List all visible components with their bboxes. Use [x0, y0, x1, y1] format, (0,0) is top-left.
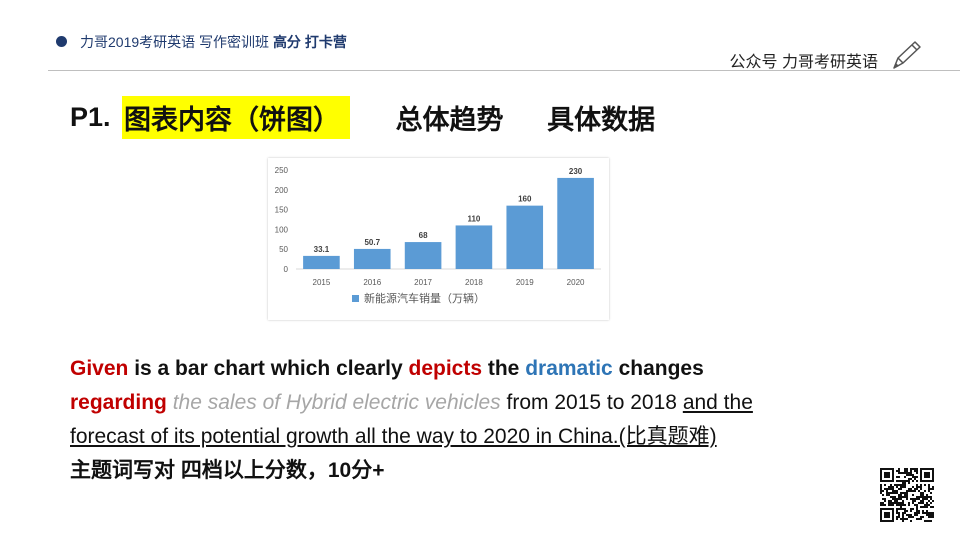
bar-2016 [353, 248, 391, 269]
x-tick-label-2015: 2015 [313, 278, 331, 287]
topic-phrase: the sales of Hybrid electric vehicles [172, 391, 501, 414]
title-specific-data: 具体数据 [547, 105, 656, 135]
data-label-2015: 33.1 [314, 245, 330, 254]
x-tick-label-2018: 2018 [465, 278, 483, 287]
y-tick-label: 250 [275, 166, 289, 175]
y-tick-label: 150 [275, 206, 289, 215]
data-label-2018: 110 [467, 214, 480, 223]
keyword-regarding: regarding [70, 391, 167, 414]
bar-2018 [455, 225, 493, 269]
text-segment: the [482, 357, 526, 380]
header: 力哥2019考研英语 写作密训班 高分 打卡营 公众号 力哥考研英语 [0, 0, 960, 72]
header-divider [48, 70, 960, 71]
underlined-segment: forecast of its potential growth all the… [70, 425, 717, 448]
data-label-2020: 230 [569, 167, 583, 176]
public-account: 公众号 力哥考研英语 [729, 54, 878, 71]
brand-title: 力哥2019考研英语 写作密训班 高分 打卡营 [80, 32, 347, 52]
text-segment: is a bar chart which clearly [128, 357, 409, 380]
description-paragraph: Given is a bar chart which clearly depic… [70, 352, 910, 488]
bar-2017 [404, 242, 442, 269]
legend-label: 新能源汽车销量（万辆） [364, 291, 485, 305]
keyword-depicts: depicts [408, 357, 483, 380]
qr-code-icon [880, 468, 934, 522]
pen-icon [893, 41, 921, 69]
x-tick-label-2019: 2019 [516, 278, 534, 287]
bar-2015 [303, 255, 340, 269]
text-segment: changes [612, 357, 704, 380]
bar-chart-svg: 0 50 100 150 200 250 33.1 2015 50.7 2016 68 2017 110… [275, 166, 601, 305]
legend-swatch [352, 295, 359, 302]
x-tick-label-2020: 2020 [567, 278, 585, 287]
brand-normal: 力哥2019考研英语 写作密训班 [80, 34, 273, 50]
y-tick-label: 100 [275, 225, 289, 234]
keyword-given: Given [70, 357, 129, 380]
y-tick-label: 200 [275, 186, 289, 195]
brand-bold: 高分 打卡营 [272, 34, 347, 50]
data-label-2019: 160 [518, 195, 532, 204]
data-label-2017: 68 [419, 231, 428, 240]
score-note: 主题词写对 四档以上分数，10分+ [70, 459, 385, 482]
y-tick-label: 0 [284, 265, 289, 274]
bar-2019 [506, 205, 544, 269]
paragraph-line-2: regarding the sales of Hybrid electric v… [70, 386, 910, 420]
title-highlight: 图表内容（饼图） [122, 96, 351, 139]
bar-chart: 0 50 100 150 200 250 33.1 2015 50.7 2016 68 2017 110… [268, 158, 609, 320]
paragraph-line-3: forecast of its potential growth all the… [70, 420, 910, 454]
keyword-dramatic: dramatic [525, 357, 613, 380]
underlined-segment: and the [682, 391, 753, 414]
data-label-2016: 50.7 [364, 238, 380, 247]
title-overall-trend: 总体趋势 [395, 105, 504, 135]
x-tick-label-2016: 2016 [363, 278, 381, 287]
x-tick-label-2017: 2017 [414, 278, 432, 287]
title-prefix: P1. [70, 102, 111, 132]
bar-2020 [557, 177, 594, 269]
text-segment: from 2015 to 2018 [500, 391, 683, 414]
page-title: P1. 图表内容（饼图） 总体趋势 具体数据 [70, 96, 656, 139]
y-tick-label: 50 [279, 245, 288, 254]
bullet-dot-icon [56, 36, 67, 47]
paragraph-line-1: Given is a bar chart which clearly depic… [70, 352, 910, 386]
